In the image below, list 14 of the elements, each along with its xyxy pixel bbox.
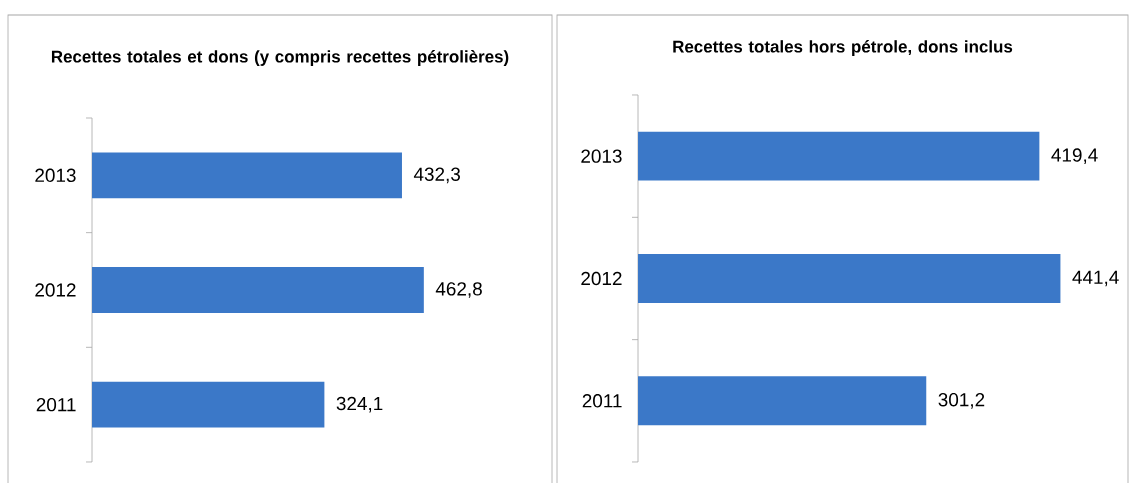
- chart-title: Recettes totales hors pétrole, dons inclus: [673, 40, 1013, 56]
- data-label: 324,1: [336, 396, 383, 413]
- y-tick-label: 2012: [581, 271, 622, 286]
- data-label: 441,4: [1072, 270, 1119, 287]
- y-tick-label: 2013: [581, 149, 622, 163]
- y-tick-label: 2011: [582, 394, 622, 408]
- data-label: 301,2: [938, 393, 985, 409]
- y-tick-label: 2012: [35, 283, 76, 297]
- data-label: 432,3: [413, 167, 461, 184]
- y-tick-label: 2011: [36, 397, 76, 412]
- chart-title: Recettes totales et dons (y compris recettes pétrolières): [51, 50, 509, 66]
- data-label: 419,4: [1051, 148, 1098, 164]
- y-tick-label: 2013: [35, 168, 76, 183]
- data-label: 462,8: [435, 282, 482, 298]
